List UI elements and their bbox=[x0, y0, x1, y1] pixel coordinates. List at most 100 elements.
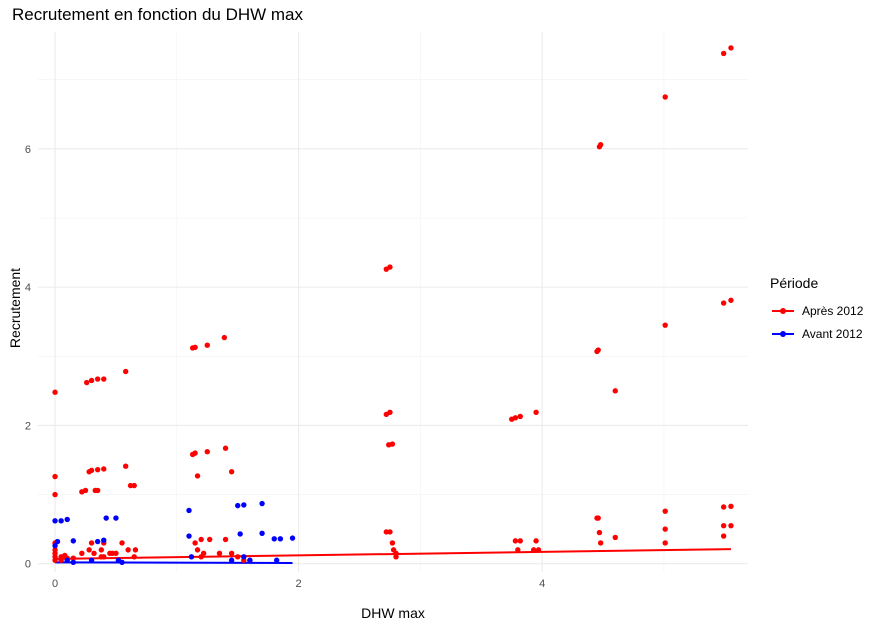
point-apres-2012 bbox=[595, 347, 601, 353]
point-apres-2012 bbox=[662, 540, 668, 546]
point-apres-2012 bbox=[52, 557, 58, 563]
point-avant-2012 bbox=[54, 538, 61, 545]
point-apres-2012 bbox=[728, 45, 734, 51]
point-apres-2012 bbox=[720, 522, 727, 529]
point-apres-2012 bbox=[222, 445, 229, 451]
point-apres-2012 bbox=[728, 503, 734, 510]
point-apres-2012 bbox=[91, 550, 97, 557]
point-apres-2012 bbox=[88, 377, 95, 384]
point-apres-2012 bbox=[194, 547, 201, 553]
point-avant-2012 bbox=[52, 518, 58, 524]
point-apres-2012 bbox=[533, 409, 539, 415]
y-tick-label: 4 bbox=[25, 282, 31, 294]
point-apres-2012 bbox=[662, 508, 668, 514]
point-apres-2012 bbox=[597, 142, 604, 148]
point-avant-2012 bbox=[186, 507, 192, 514]
point-apres-2012 bbox=[207, 536, 213, 543]
point-apres-2012 bbox=[728, 522, 734, 529]
point-apres-2012 bbox=[70, 555, 77, 561]
point-avant-2012 bbox=[241, 554, 247, 560]
point-avant-2012 bbox=[70, 559, 77, 566]
trend-line-avant-2012 bbox=[55, 561, 293, 565]
point-apres-2012 bbox=[720, 300, 727, 306]
point-apres-2012 bbox=[131, 482, 137, 489]
y-tick-label: 0 bbox=[25, 559, 31, 571]
point-avant-2012 bbox=[188, 554, 195, 560]
legend-key-avant-2012 bbox=[770, 327, 796, 341]
point-avant-2012 bbox=[52, 543, 58, 549]
point-avant-2012 bbox=[259, 500, 265, 507]
point-apres-2012 bbox=[94, 487, 101, 494]
point-apres-2012 bbox=[122, 368, 129, 375]
point-avant-2012 bbox=[289, 535, 296, 541]
point-apres-2012 bbox=[88, 540, 95, 546]
point-apres-2012 bbox=[101, 554, 107, 560]
point-apres-2012 bbox=[389, 441, 396, 447]
point-apres-2012 bbox=[515, 547, 521, 553]
point-apres-2012 bbox=[512, 415, 519, 421]
ticks-layer: 0 2 4 0 2 4 6 bbox=[25, 144, 545, 590]
point-avant-2012 bbox=[94, 538, 101, 545]
point-apres-2012 bbox=[662, 94, 668, 100]
point-apres-2012 bbox=[52, 389, 58, 395]
point-apres-2012 bbox=[662, 322, 668, 328]
point-apres-2012 bbox=[517, 538, 523, 544]
points-layer bbox=[52, 45, 734, 566]
point-avant-2012 bbox=[64, 557, 70, 563]
point-apres-2012 bbox=[720, 50, 727, 57]
point-apres-2012 bbox=[52, 473, 58, 480]
point-apres-2012 bbox=[235, 554, 241, 560]
point-apres-2012 bbox=[720, 533, 727, 539]
x-tick-label: 4 bbox=[539, 578, 545, 590]
point-apres-2012 bbox=[192, 540, 198, 546]
legend-title: Période bbox=[770, 275, 819, 291]
point-avant-2012 bbox=[70, 538, 77, 544]
point-apres-2012 bbox=[228, 469, 235, 475]
y-tick-label: 2 bbox=[25, 420, 31, 432]
point-apres-2012 bbox=[512, 538, 519, 544]
point-avant-2012 bbox=[277, 536, 284, 542]
point-apres-2012 bbox=[200, 550, 207, 557]
point-apres-2012 bbox=[387, 264, 393, 270]
point-avant-2012 bbox=[273, 557, 280, 563]
point-avant-2012 bbox=[88, 557, 95, 563]
point-apres-2012 bbox=[52, 491, 58, 498]
point-apres-2012 bbox=[119, 540, 125, 546]
point-apres-2012 bbox=[389, 540, 396, 546]
point-apres-2012 bbox=[82, 487, 89, 494]
point-apres-2012 bbox=[101, 466, 107, 472]
legend-label-avant-2012: Avant 2012 bbox=[802, 326, 863, 341]
chart-title: Recrutement en fonction du DHW max bbox=[12, 5, 304, 24]
legend-label-apres-2012: Après 2012 bbox=[802, 303, 864, 318]
legend-item-apres-2012: Après 2012 bbox=[770, 299, 863, 322]
point-apres-2012 bbox=[125, 547, 131, 553]
x-axis-title: DHW max bbox=[361, 605, 425, 621]
point-apres-2012 bbox=[221, 334, 228, 341]
point-avant-2012 bbox=[235, 502, 241, 509]
legend: Période Après 2012 Avant 2012 bbox=[770, 275, 863, 345]
point-apres-2012 bbox=[662, 526, 668, 532]
point-apres-2012 bbox=[98, 547, 105, 553]
x-tick-label: 0 bbox=[52, 578, 58, 590]
point-avant-2012 bbox=[101, 537, 107, 543]
point-apres-2012 bbox=[596, 529, 603, 536]
point-apres-2012 bbox=[192, 344, 198, 350]
point-apres-2012 bbox=[198, 536, 204, 543]
point-avant-2012 bbox=[237, 531, 243, 537]
point-apres-2012 bbox=[113, 550, 119, 557]
point-apres-2012 bbox=[517, 413, 523, 420]
point-apres-2012 bbox=[595, 515, 601, 521]
point-avant-2012 bbox=[186, 533, 192, 539]
point-apres-2012 bbox=[192, 450, 198, 456]
point-avant-2012 bbox=[119, 559, 125, 566]
point-apres-2012 bbox=[194, 473, 201, 479]
point-avant-2012 bbox=[241, 502, 247, 508]
point-apres-2012 bbox=[58, 557, 64, 563]
point-apres-2012 bbox=[101, 376, 107, 382]
point-avant-2012 bbox=[259, 530, 265, 536]
point-apres-2012 bbox=[216, 550, 223, 557]
point-apres-2012 bbox=[387, 529, 393, 535]
point-apres-2012 bbox=[387, 409, 393, 415]
point-avant-2012 bbox=[58, 518, 64, 524]
